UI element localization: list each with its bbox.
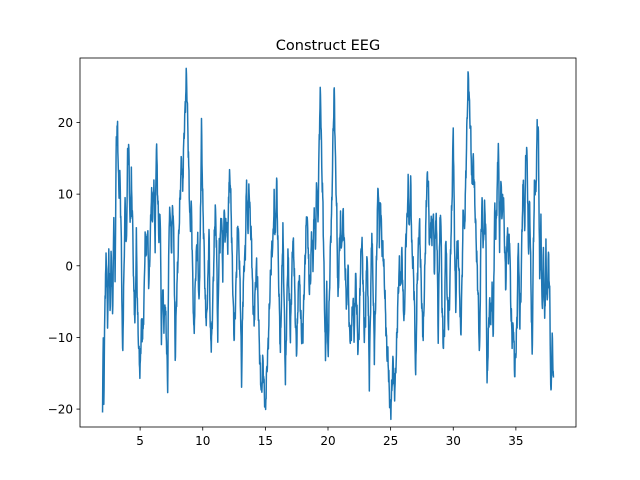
x-tick-label: 5 [136, 434, 144, 448]
y-tick-label: 20 [58, 116, 73, 130]
x-tick-label: 20 [320, 434, 335, 448]
x-tick-label: 35 [508, 434, 523, 448]
x-axis: 5 10 15 20 25 30 35 [136, 427, 524, 448]
y-tick-label: 10 [58, 188, 73, 202]
y-tick-label: −10 [48, 331, 73, 345]
x-tick-label: 15 [258, 434, 273, 448]
x-tick-label: 10 [195, 434, 210, 448]
x-tick-label: 30 [446, 434, 461, 448]
chart-title: Construct EEG [276, 38, 380, 54]
y-tick-label: 0 [65, 259, 73, 273]
series-line [101, 67, 555, 421]
x-tick-label: 25 [383, 434, 398, 448]
y-axis: −20 −10 0 10 20 [48, 116, 80, 417]
y-tick-label: −20 [48, 403, 73, 417]
